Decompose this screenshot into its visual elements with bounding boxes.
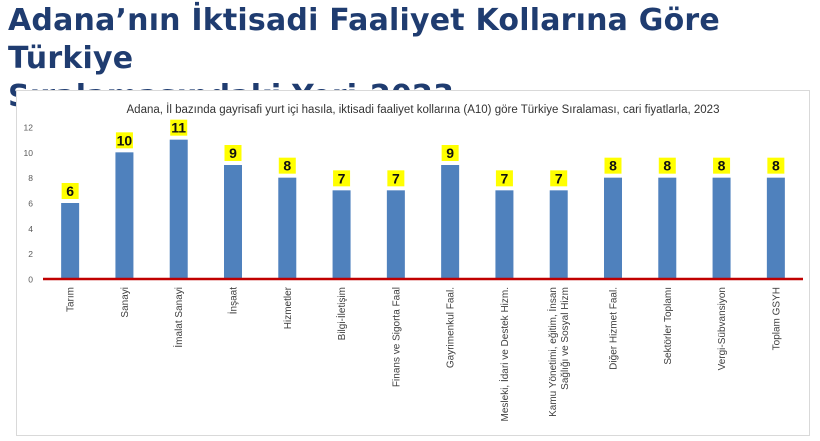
bar — [115, 152, 134, 279]
bar — [441, 165, 460, 279]
category-label-line: Diğer Hizmet Faal. — [609, 287, 620, 370]
data-label-highlight — [658, 157, 676, 174]
y-tick-label: 6 — [28, 199, 33, 209]
category-label-line: Finans ve Sigorta Faal — [391, 287, 402, 387]
y-tick-label: 4 — [28, 224, 33, 234]
category-label-line: İnşaat — [227, 287, 240, 314]
category-label: Gayrimenkul Faal. — [446, 287, 457, 368]
bar — [604, 177, 622, 279]
data-label-highlight — [604, 157, 622, 174]
category-label-line: Toplam GSYH — [771, 287, 782, 350]
y-tick-label: 12 — [24, 123, 34, 133]
category-label: Mesleki, İdari ve Destek Hizm. — [498, 287, 511, 421]
y-tick-label: 10 — [24, 148, 34, 158]
data-label: 8 — [718, 158, 726, 174]
data-label-highlight — [495, 170, 513, 187]
category-label-line: Sağlığı ve Sosyal Hizm — [560, 287, 571, 390]
data-label-highlight — [767, 157, 785, 174]
bar — [332, 190, 351, 279]
y-tick-label: 0 — [28, 275, 33, 285]
category-label: Hizmetler — [283, 286, 294, 329]
bar — [712, 177, 731, 279]
bar — [278, 177, 297, 279]
data-label: 9 — [446, 145, 454, 161]
category-label-line: Mesleki, İdari ve Destek Hizm. — [498, 287, 511, 421]
data-label: 8 — [772, 158, 780, 174]
category-label: Toplam GSYH — [771, 287, 782, 350]
bar-chart: Adana, İl bazında gayrisafi yurt içi has… — [24, 103, 803, 421]
data-label-highlight — [713, 157, 731, 174]
bar — [766, 177, 785, 279]
category-label-line: Gayrimenkul Faal. — [446, 287, 457, 368]
y-tick-label: 8 — [28, 173, 33, 183]
data-label-highlight — [550, 170, 568, 187]
data-label: 11 — [171, 120, 186, 136]
category-label: Diğer Hizmet Faal. — [609, 287, 620, 370]
category-label: Sektörler Toplamı — [663, 287, 674, 365]
data-label-highlight — [387, 170, 405, 187]
data-label: 8 — [609, 158, 617, 174]
data-label-highlight — [61, 183, 79, 199]
data-label: 8 — [663, 158, 671, 174]
category-label: Bilgi-İletişim — [335, 287, 348, 340]
category-label: İmalat Sanayi — [172, 287, 185, 348]
data-label-highlight — [170, 119, 188, 136]
category-label-line: Sektörler Toplamı — [663, 287, 674, 365]
category-label-line: Vergi-Sübvansiyon — [717, 287, 728, 370]
category-label: İnşaat — [227, 287, 240, 314]
bar — [549, 190, 568, 279]
data-label-highlight — [441, 145, 459, 161]
chart-title: Adana, İl bazında gayrisafi yurt içi has… — [127, 103, 720, 116]
data-label: 7 — [501, 170, 509, 186]
category-label: Tarım — [66, 287, 77, 312]
bar — [61, 203, 80, 279]
data-label: 7 — [392, 170, 400, 186]
bar — [658, 177, 677, 279]
category-label: Kamu Yönetimi, eğitim, İnsanSağlığı ve S… — [546, 287, 571, 417]
category-label: Finans ve Sigorta Faal — [391, 287, 402, 387]
category-label-line: Tarım — [66, 287, 77, 312]
y-tick-label: 2 — [28, 249, 33, 259]
bar — [169, 139, 188, 279]
chart-container: Adana, İl bazında gayrisafi yurt içi has… — [16, 90, 810, 436]
data-label: 9 — [229, 145, 237, 161]
data-label: 6 — [66, 183, 74, 199]
bar — [386, 190, 405, 279]
bar — [224, 165, 242, 279]
data-label-highlight — [333, 170, 351, 187]
category-label: Sanayi — [120, 287, 131, 318]
bar — [495, 190, 514, 279]
data-label: 7 — [338, 170, 346, 186]
data-label-highlight — [115, 132, 133, 149]
data-label-highlight — [278, 157, 296, 174]
category-label-line: Sanayi — [120, 287, 131, 318]
data-label-highlight — [224, 145, 242, 161]
slide-title-line-1: Adana’nın İktisadi Faaliyet Kollarına Gö… — [8, 3, 720, 76]
category-label: Vergi-Sübvansiyon — [717, 287, 728, 370]
data-label: 8 — [283, 158, 291, 174]
category-label-line: Hizmetler — [283, 286, 294, 329]
category-label-line: Bilgi-İletişim — [335, 287, 348, 340]
category-label-line: Kamu Yönetimi, eğitim, İnsan — [546, 287, 559, 417]
category-label-line: İmalat Sanayi — [172, 287, 185, 348]
data-label: 7 — [555, 170, 563, 186]
data-label: 10 — [117, 132, 133, 148]
